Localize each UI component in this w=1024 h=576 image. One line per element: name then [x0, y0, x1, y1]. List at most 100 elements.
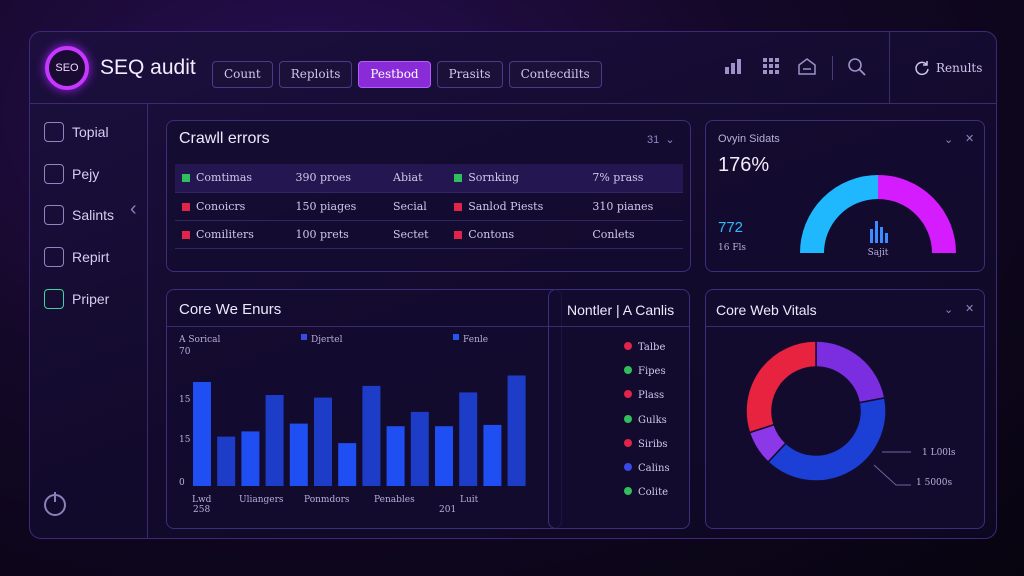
x-tick-label: Penables [374, 495, 415, 505]
table-cell: 390 proes [288, 164, 387, 193]
sidebar-item-2[interactable]: Pejy [44, 164, 99, 184]
tab-2[interactable]: Reploits [278, 61, 353, 88]
cell-text: Contons [468, 227, 515, 241]
search-icon[interactable] [846, 57, 868, 79]
status-dot-icon [624, 438, 632, 447]
table-cell: Conlets [585, 220, 683, 249]
status-square-icon [454, 202, 463, 211]
bar [410, 411, 429, 486]
sidebar: ‹ Topial Pejy Salints Repirt Priper [30, 104, 148, 538]
close-icon[interactable]: ✕ [965, 303, 975, 315]
table-cell: Conoicrs [175, 192, 289, 221]
x-tick-label: Luit [460, 495, 479, 505]
donut-chart: 1 L00ls 1 5000s [745, 340, 956, 488]
x-tick-label: Uliangers [239, 495, 284, 505]
core-errors-panel: Core We Enurs A Sorical Djertel Fenle 70 15 1… [166, 289, 562, 529]
legend-swatch [453, 334, 459, 340]
y-tick-label: 15 [179, 395, 191, 405]
crawl-errors-panel: Crawll errors 31 ⌄ Comtimas 390 proes Abia… [166, 120, 691, 272]
user-icon [44, 164, 64, 184]
donut-segment [767, 397, 887, 482]
refresh-icon [915, 61, 929, 76]
crawl-errors-control[interactable]: 31 ⌄ [647, 134, 675, 146]
results-button[interactable]: Renults [914, 60, 982, 76]
panel-divider [549, 326, 689, 327]
cell-text: Conoicrs [196, 199, 246, 213]
collapse-chevron-icon[interactable]: ‹ [130, 198, 137, 220]
cell-text: Comiliters [196, 227, 254, 241]
table-row[interactable]: Comiliters 100 prets Sectet Contons Conlets [175, 220, 683, 249]
core-web-vitals-panel: Core Web Vitals ⌄ ✕ 1 L00ls 1 5000s [705, 289, 985, 529]
sidebar-item-label: Salints [72, 207, 115, 223]
legend-label: Djertel [311, 335, 343, 345]
donut-segment [815, 340, 886, 404]
bar-chart: A Sorical Djertel Fenle 70 15 15 0 Lwd Uliangers… [178, 334, 526, 515]
table-cell: 7% prass [585, 164, 683, 193]
mentler-title: Nontler | A Canlis [567, 302, 675, 318]
list-item-label: Plass [638, 390, 665, 402]
app-window: SEO SEQ audit Count Reploits Pestbod Prasit… [29, 31, 997, 539]
status-dot-icon [624, 463, 632, 471]
report-icon [44, 247, 64, 267]
bar [483, 424, 502, 486]
y-tick-label: 0 [179, 478, 185, 488]
bar-chart-icon[interactable] [723, 57, 745, 79]
chevron-down-icon[interactable]: ⌄ [944, 304, 954, 316]
status-square-icon [182, 230, 190, 239]
bar [386, 426, 405, 486]
list-item-label: Calins [638, 463, 670, 474]
sidebar-item-1[interactable]: Topial [44, 122, 109, 142]
list-item[interactable]: Calins [624, 463, 670, 474]
list-item[interactable]: Gulks [624, 414, 667, 426]
core-web-vitals-title: Core Web Vitals [716, 302, 817, 318]
chevron-down-icon[interactable]: ⌄ [944, 134, 954, 146]
sidebar-item-4[interactable]: Repirt [44, 247, 109, 267]
tab-1[interactable]: Count [212, 61, 273, 88]
x-sub-label: 258 [193, 505, 210, 515]
bar [193, 382, 211, 486]
tab-4[interactable]: Prasits [436, 61, 503, 88]
list-item[interactable]: Talbe [624, 342, 665, 353]
header-separator [832, 56, 833, 80]
gauge-arc-right [877, 175, 956, 254]
donut-segment [745, 340, 817, 434]
home-icon[interactable] [796, 57, 818, 79]
bar [362, 385, 381, 486]
list-item-label: Colite [638, 487, 669, 499]
tab-3[interactable]: Pestbod [358, 61, 431, 88]
table-cell: 100 prets [288, 220, 387, 249]
status-dot-icon [624, 366, 632, 375]
sidebar-item-5[interactable]: Priper [44, 289, 109, 309]
close-icon[interactable]: ✕ [965, 133, 975, 145]
bar [459, 392, 478, 486]
bar [314, 397, 332, 486]
cell-text: Comtimas [196, 171, 253, 185]
power-icon[interactable] [44, 492, 66, 516]
table-cell: Contons [447, 220, 586, 249]
gauge-arc-left [800, 175, 879, 254]
leader-line [873, 464, 911, 486]
table-row[interactable]: Conoicrs 150 piages Secial Sanlod Piests 310… [175, 192, 683, 221]
panel-divider [167, 326, 561, 327]
gauge-chart: Sajit [800, 175, 956, 258]
bar [435, 426, 453, 486]
sidebar-item-3[interactable]: Salints [44, 205, 114, 225]
shield-icon [44, 289, 64, 309]
table-row[interactable]: Comtimas 390 proes Abiat Sornking 7% prass [175, 164, 683, 193]
gauge-center-label: Sajit [868, 248, 889, 258]
list-item[interactable]: Fipes [624, 366, 666, 377]
y-tick-label: 15 [179, 435, 191, 445]
x-sub-label: 201 [439, 505, 456, 515]
list-item[interactable]: Siribs [624, 438, 668, 450]
tab-5[interactable]: Contecdilts [508, 61, 602, 88]
list-item[interactable]: Colite [624, 487, 668, 498]
table-cell: 310 pianes [585, 192, 683, 221]
list-item[interactable]: Plass [624, 390, 664, 401]
status-dot-icon [624, 414, 632, 423]
table-cell: Comiliters [175, 220, 289, 249]
table-cell: Sectet [386, 220, 448, 249]
document-icon [44, 205, 64, 225]
grid-icon[interactable] [760, 57, 782, 79]
table-cell: Sornking [447, 164, 586, 193]
bar [217, 436, 236, 486]
